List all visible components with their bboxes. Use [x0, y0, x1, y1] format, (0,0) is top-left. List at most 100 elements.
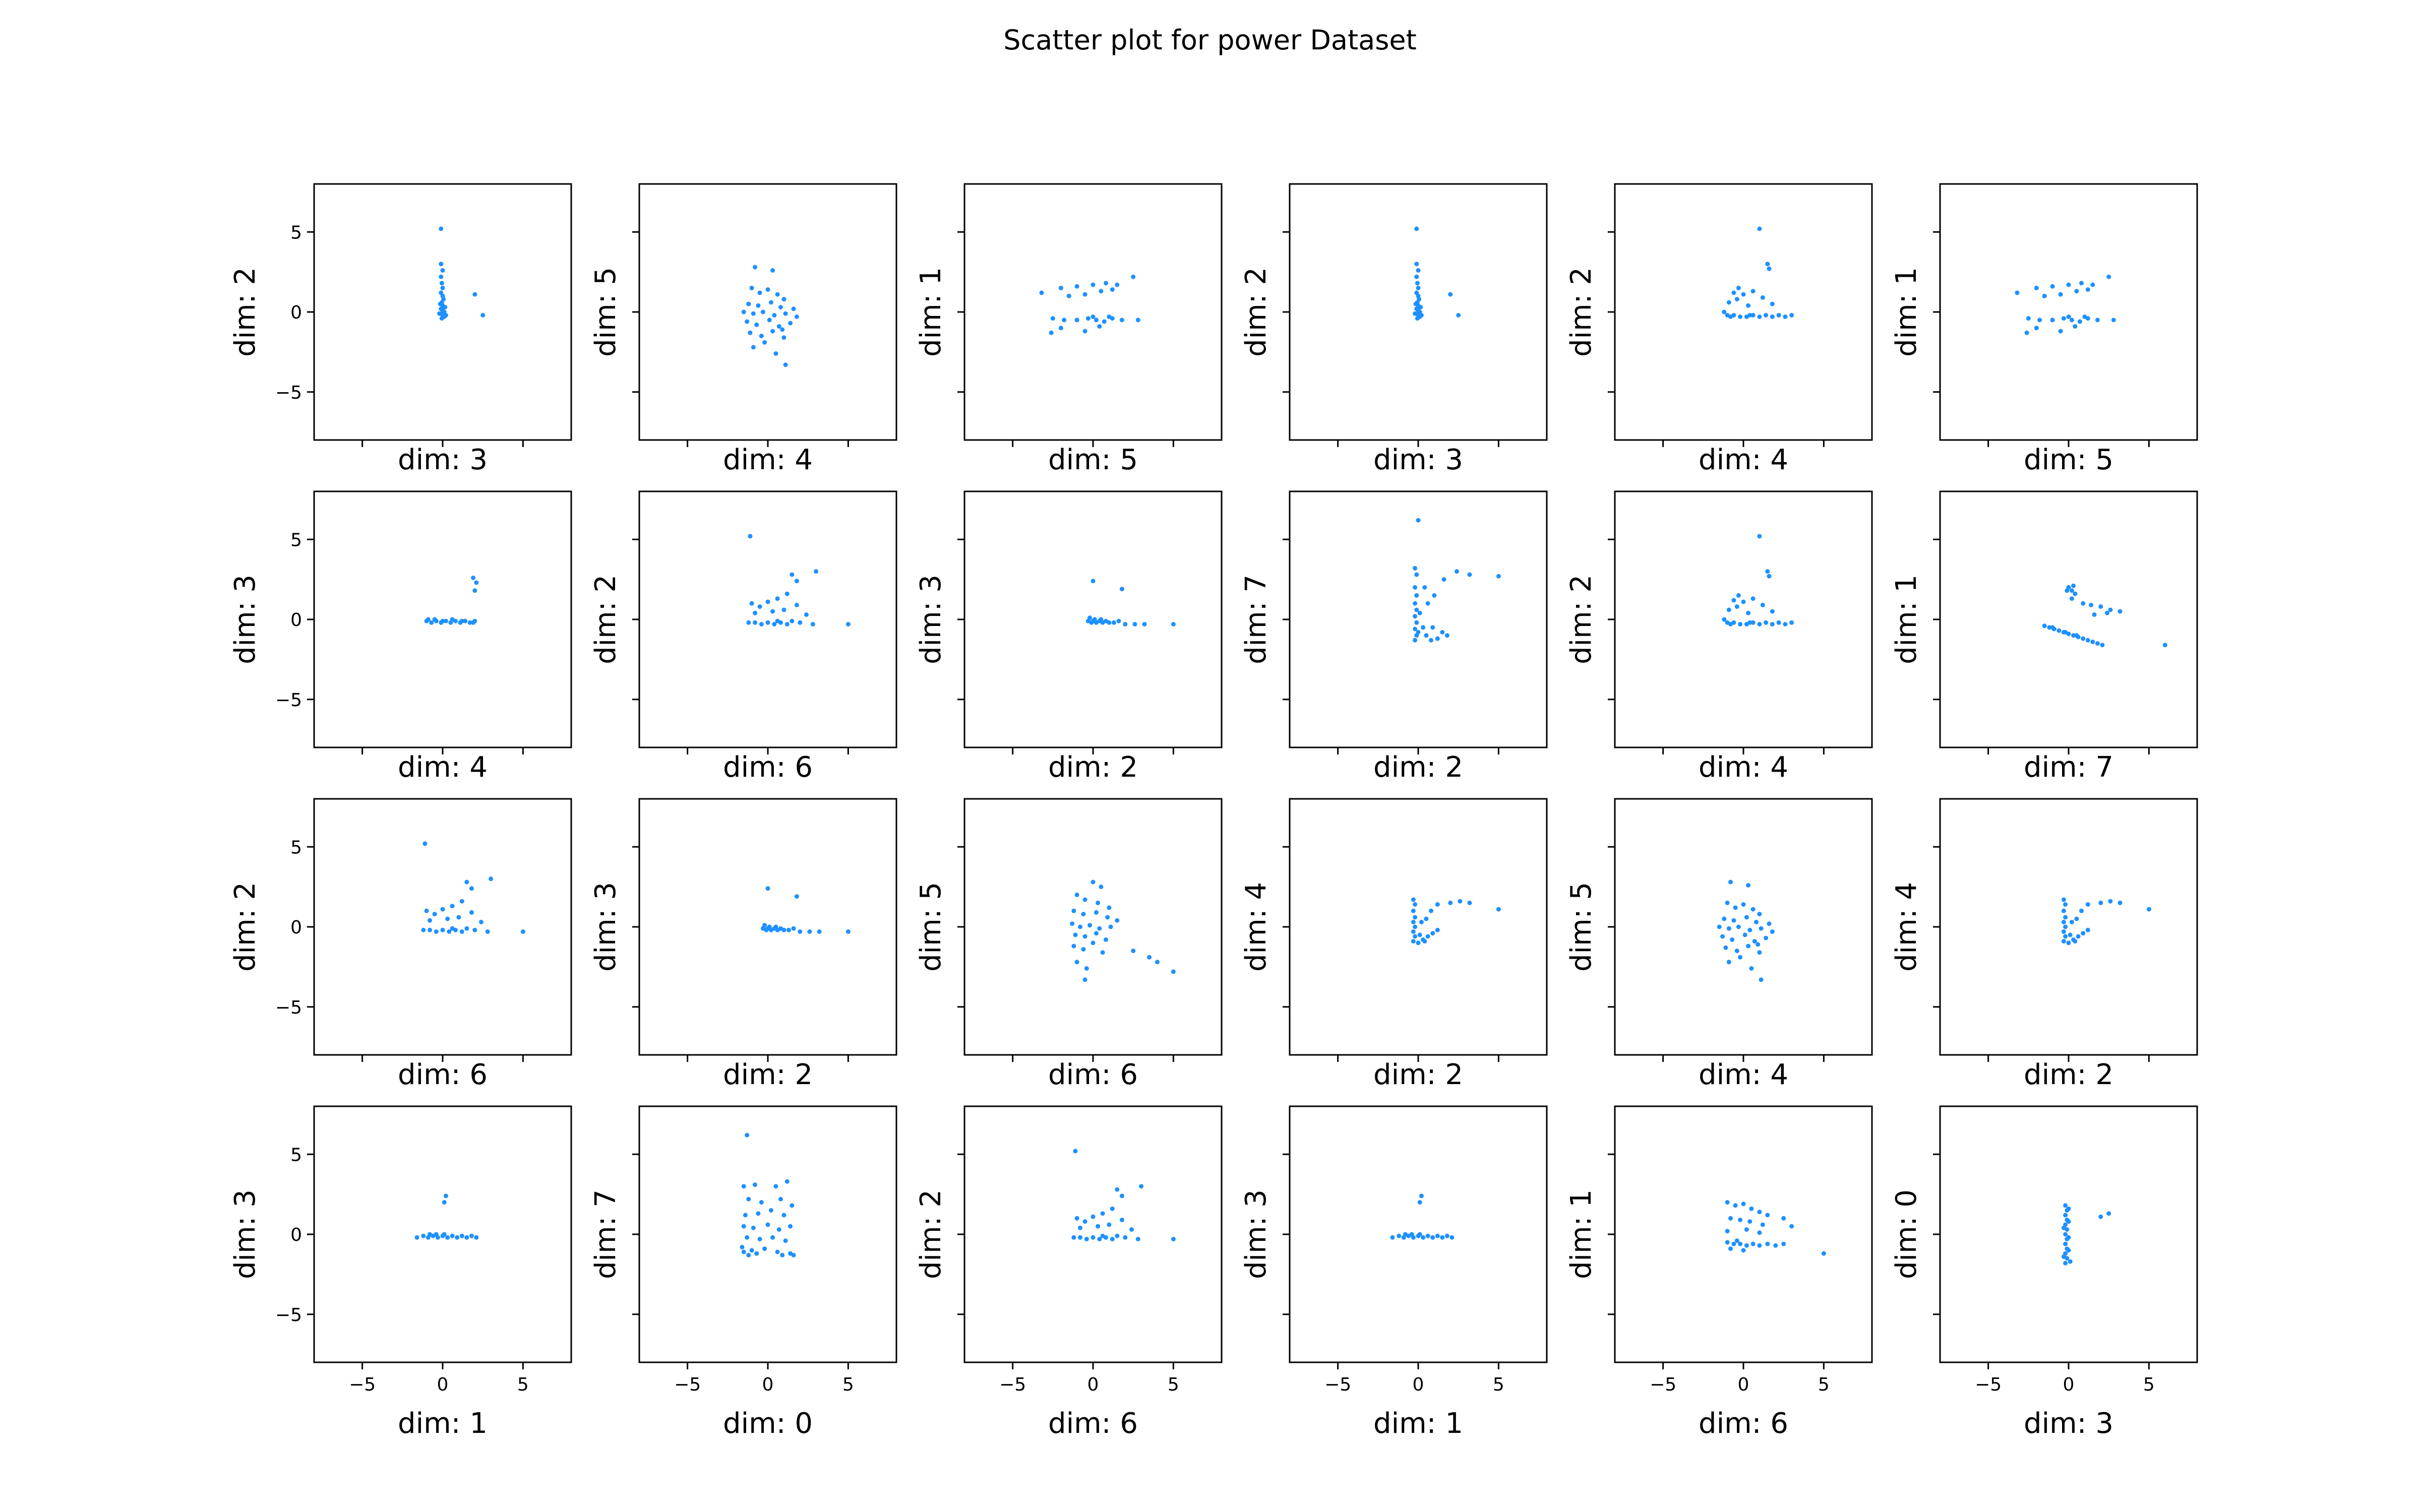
data-point: [1773, 1243, 1778, 1248]
data-point: [2063, 1232, 2068, 1237]
subplot-3-3: dim: 6 dim: 5: [915, 798, 1223, 1091]
data-point: [1726, 926, 1731, 931]
data-point: [2073, 324, 2078, 329]
data-point: [2063, 934, 2068, 939]
data-point: [450, 926, 455, 931]
data-point: [760, 309, 765, 314]
data-point: [471, 576, 476, 580]
data-point: [1738, 1241, 1743, 1246]
data-point: [1050, 316, 1055, 321]
subplot-3-5: dim: 4 dim: 5: [1565, 798, 1873, 1091]
data-point: [2063, 902, 2068, 907]
data-point: [2063, 915, 2068, 920]
data-point: [2071, 633, 2076, 638]
data-point: [1413, 638, 1418, 643]
data-point: [1413, 601, 1418, 606]
figure-title: Scatter plot for power Dataset: [1003, 24, 1417, 56]
x-axis-label: dim: 2: [1373, 1058, 1463, 1091]
data-point: [2015, 290, 2020, 295]
data-point: [1734, 297, 1739, 302]
data-point: [765, 886, 770, 891]
data-point: [438, 301, 443, 306]
data-point: [751, 345, 756, 350]
data-point: [1425, 1233, 1430, 1238]
data-point: [1767, 921, 1772, 926]
data-point: [1411, 897, 1416, 902]
data-point: [1731, 918, 1736, 923]
data-point: [1416, 940, 1421, 946]
data-point: [1760, 295, 1765, 300]
data-point: [1094, 910, 1099, 915]
data-point: [1750, 596, 1756, 601]
data-point: [788, 1224, 793, 1229]
data-point: [429, 620, 434, 625]
x-tick-label: 0: [1413, 1374, 1424, 1395]
data-point: [1736, 924, 1741, 929]
data-point: [1731, 1241, 1736, 1246]
data-point: [1099, 289, 1104, 294]
data-point: [1091, 1214, 1096, 1219]
data-point: [2074, 289, 2079, 294]
data-point: [443, 312, 448, 318]
data-point: [1747, 620, 1752, 625]
data-point: [1119, 318, 1124, 323]
x-axis-label: dim: 2: [1048, 751, 1138, 784]
data-point: [1720, 934, 1725, 939]
data-point: [741, 1249, 746, 1254]
data-point: [1496, 574, 1501, 579]
data-point: [445, 916, 450, 921]
x-tick-label: −5: [1324, 1374, 1351, 1395]
data-point: [1789, 1224, 1794, 1229]
data-point: [480, 312, 486, 318]
data-point: [1789, 312, 1794, 318]
data-point: [745, 1132, 750, 1138]
data-point: [2056, 628, 2062, 633]
subplot-3-6: dim: 2 dim: 4: [1890, 798, 2198, 1091]
data-point: [1759, 926, 1764, 931]
data-point: [1071, 943, 1076, 949]
data-point: [1728, 879, 1733, 885]
y-tick-label: 5: [290, 837, 302, 858]
data-point: [1781, 1216, 1786, 1221]
data-point: [1100, 950, 1105, 955]
subplot-1-6: dim: 5 dim: 1: [1890, 183, 2198, 476]
data-point: [1444, 1233, 1449, 1238]
subplot-4-3: −5 0 5 dim: 6 dim: 2: [915, 1105, 1223, 1440]
data-point: [1171, 1237, 1176, 1241]
data-point: [1756, 942, 1761, 947]
data-point: [1058, 285, 1063, 290]
data-point: [2098, 604, 2103, 609]
data-point: [2061, 897, 2066, 902]
data-point: [443, 618, 448, 623]
data-point: [772, 622, 777, 626]
y-tick-label: 5: [290, 1145, 302, 1165]
x-axis-label: dim: 5: [1048, 444, 1138, 476]
data-point: [756, 303, 761, 308]
data-point: [741, 1184, 746, 1189]
data-point: [2061, 908, 2066, 913]
data-point: [1749, 966, 1754, 971]
x-tick-label: 5: [1493, 1374, 1504, 1395]
data-point: [784, 622, 790, 626]
y-tick-label: −5: [275, 1305, 302, 1326]
data-point: [790, 572, 795, 577]
data-point: [1417, 1200, 1422, 1205]
data-point: [765, 287, 770, 292]
data-point: [1741, 599, 1746, 604]
data-point: [1390, 1235, 1395, 1240]
data-point: [1115, 918, 1120, 923]
data-point: [1764, 312, 1769, 318]
data-point: [791, 1252, 796, 1257]
data-point: [1096, 1224, 1101, 1229]
data-point: [459, 1233, 464, 1238]
data-point: [1467, 900, 1472, 905]
y-axis-label: dim: 5: [1565, 882, 1598, 972]
data-point: [421, 1233, 426, 1238]
data-point: [2063, 1213, 2068, 1218]
data-point: [2069, 920, 2074, 924]
data-point: [1415, 281, 1420, 286]
data-point: [1736, 593, 1741, 598]
data-point: [767, 318, 772, 323]
data-point: [1736, 285, 1741, 290]
data-point: [426, 617, 431, 622]
